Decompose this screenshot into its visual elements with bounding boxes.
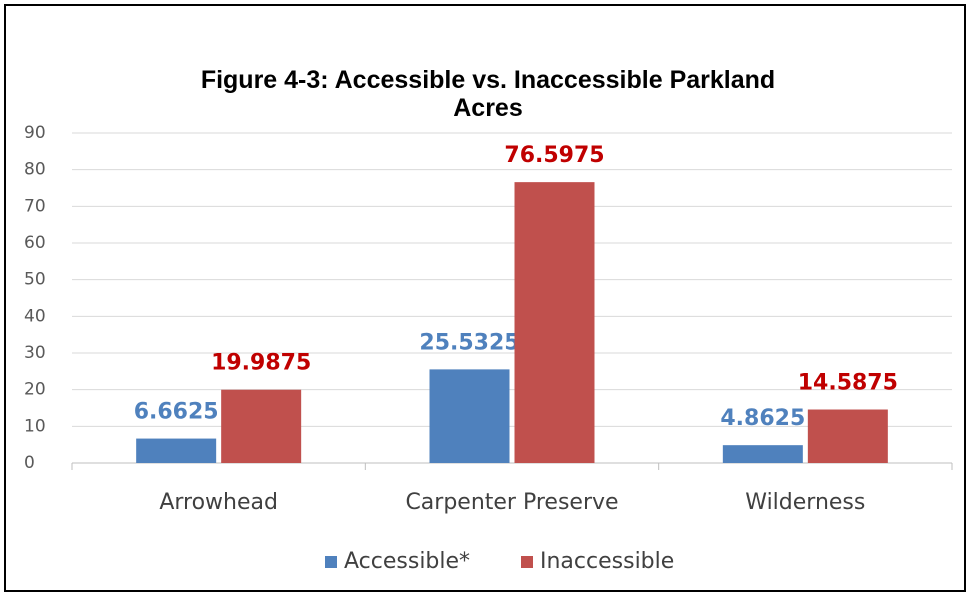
y-tick-label: 80 [24, 160, 46, 180]
legend-label: Inaccessible [540, 549, 674, 574]
legend-swatch [521, 556, 533, 568]
x-tick-label: Wilderness [745, 490, 865, 515]
bar [722, 445, 803, 463]
chart-frame [4, 4, 966, 592]
bar [807, 409, 888, 463]
bar [136, 438, 217, 463]
bar [514, 182, 595, 463]
chart-title: Figure 4-3: Accessible vs. Inaccessible … [200, 66, 776, 122]
bar [429, 369, 510, 463]
y-tick-label: 60 [24, 233, 46, 253]
legend-label: Accessible* [344, 549, 470, 574]
data-label: 19.9875 [211, 351, 311, 376]
data-label: 25.5325 [419, 330, 519, 355]
y-tick-label: 0 [24, 453, 35, 473]
y-tick-label: 10 [24, 416, 46, 436]
y-tick-label: 20 [24, 380, 46, 400]
bar [221, 389, 302, 463]
data-label: 6.6625 [134, 400, 219, 425]
data-label: 4.8625 [720, 406, 805, 431]
data-label: 14.5875 [798, 371, 898, 396]
y-tick-label: 40 [24, 306, 46, 326]
legend-swatch [325, 556, 337, 568]
y-tick-label: 50 [24, 270, 46, 290]
x-tick-label: Arrowhead [159, 490, 278, 515]
y-tick-label: 30 [24, 343, 46, 363]
y-tick-label: 70 [24, 196, 46, 216]
x-tick-label: Carpenter Preserve [405, 490, 618, 515]
y-tick-label: 90 [24, 123, 46, 143]
data-label: 76.5975 [504, 143, 604, 168]
